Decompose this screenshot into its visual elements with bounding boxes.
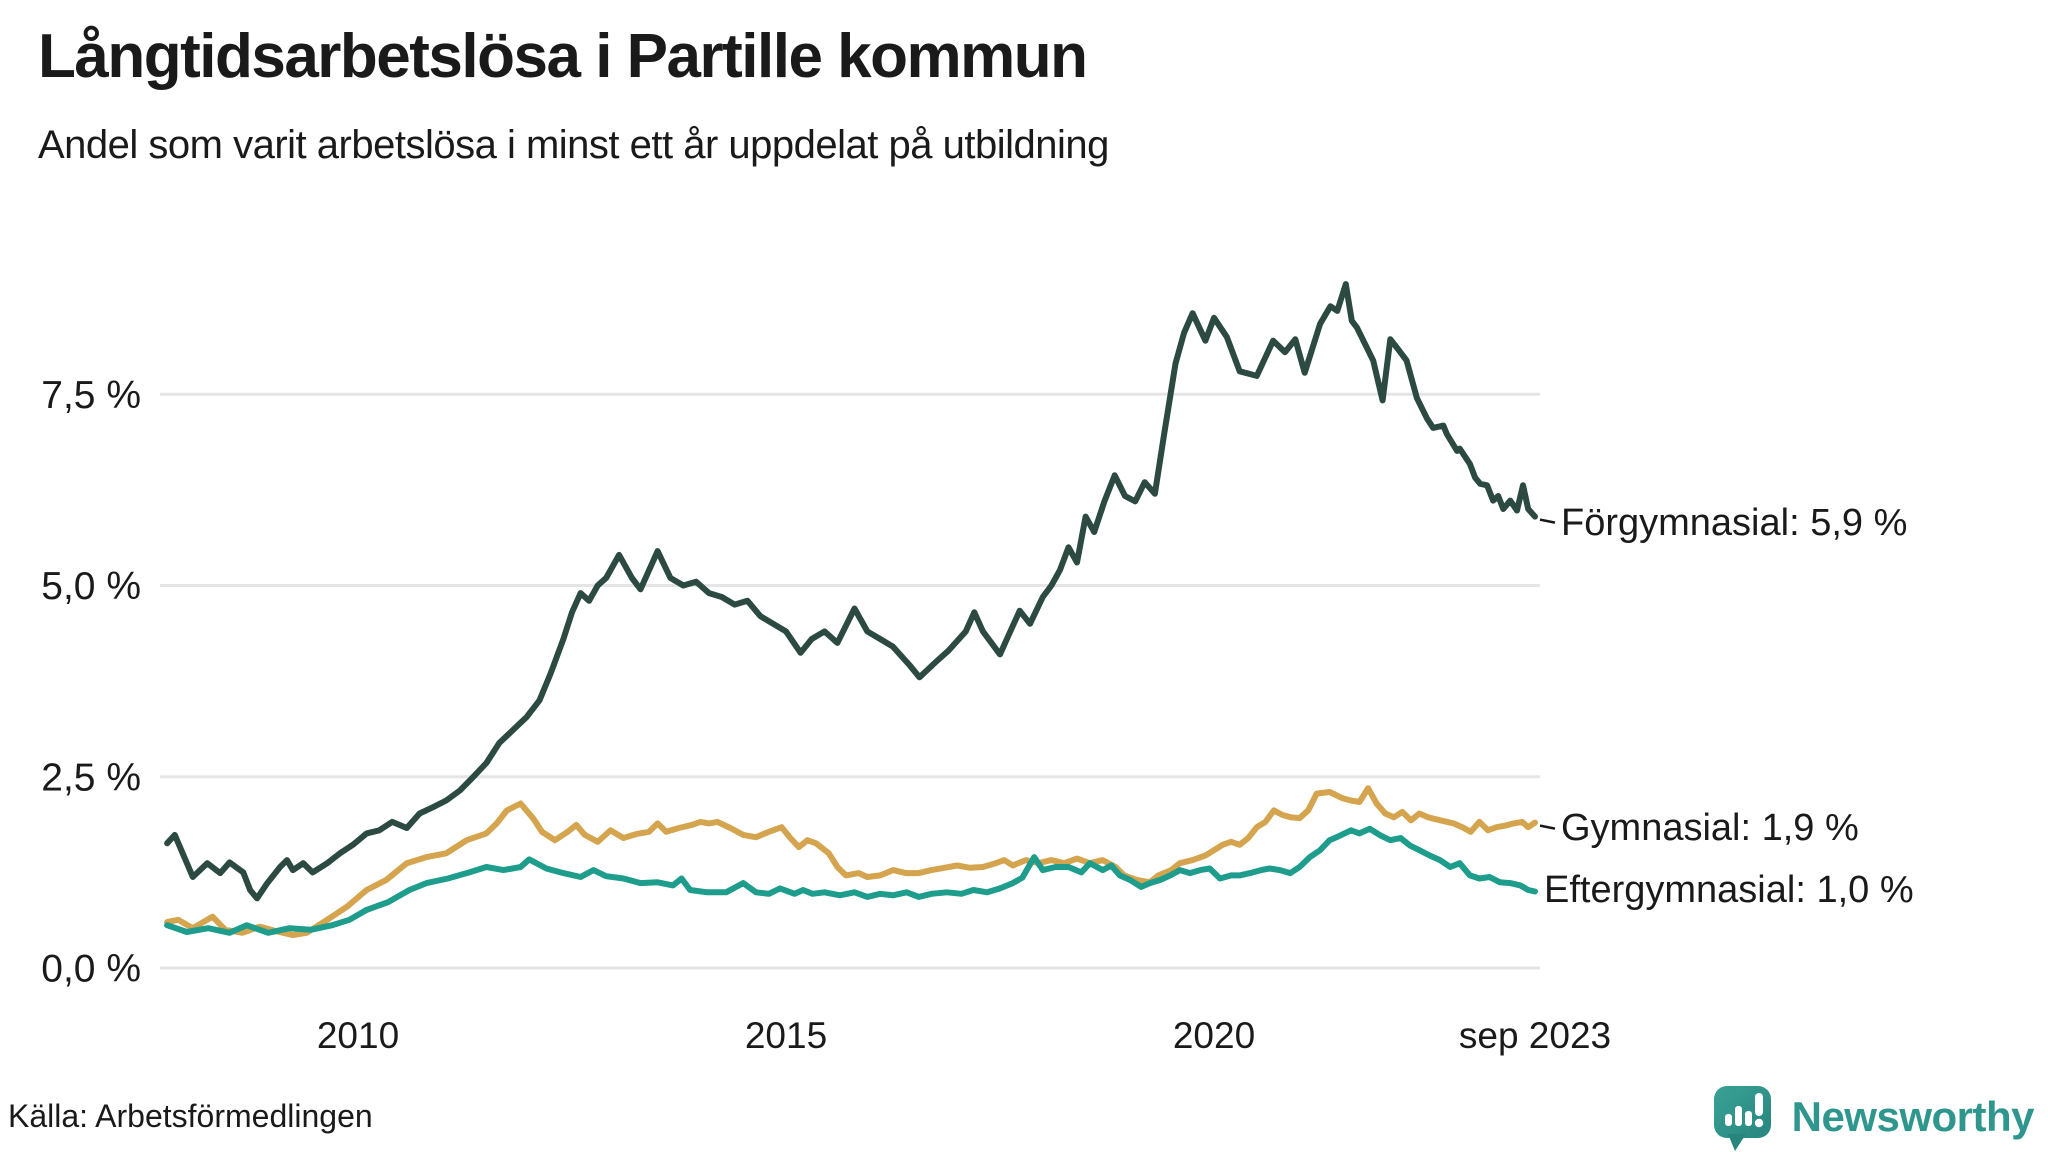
x-axis-labels: 2010 2015 2020 sep 2023 <box>317 1015 1611 1056</box>
series-line-eftergymnasial <box>164 825 1538 936</box>
page-subtitle: Andel som varit arbetslösa i minst ett å… <box>38 123 1109 168</box>
y-tick-label: 2,5 % <box>41 756 141 799</box>
label-dash-gymnasial <box>1539 824 1556 830</box>
series-line-gymnasial <box>164 785 1538 939</box>
label-dash-förgymnasial <box>1539 518 1556 524</box>
page-title: Långtidsarbetslösa i Partille kommun <box>38 22 1088 91</box>
series-end-labels: Förgymnasial: 5,9 % Gymnasial: 1,9 % Efter… <box>1539 502 1914 911</box>
y-tick-label: 7,5 % <box>41 374 141 417</box>
series-end-label-gymnasial: Gymnasial: 1,9 % <box>1561 807 1859 849</box>
brand-logo: Newsworthy <box>1712 1082 2035 1152</box>
newsworthy-icon <box>1713 1086 1771 1151</box>
x-tick-label: sep 2023 <box>1459 1015 1611 1056</box>
series-lines <box>164 281 1538 939</box>
y-axis-labels: 0,0 % 2,5 % 5,0 % 7,5 % <box>41 374 141 991</box>
x-tick-label: 2020 <box>1173 1015 1255 1056</box>
y-tick-label: 5,0 % <box>41 565 141 608</box>
gridlines <box>160 392 1540 970</box>
x-tick-label: 2010 <box>317 1015 399 1056</box>
source-note: Källa: Arbetsförmedlingen <box>8 1098 373 1134</box>
series-line-förgymnasial <box>164 281 1538 902</box>
series-end-label-eftergymnasial: Eftergymnasial: 1,0 % <box>1544 869 1914 911</box>
chart-header: Långtidsarbetslösa i Partille kommun And… <box>38 0 1109 168</box>
brand-name: Newsworthy <box>1791 1093 2035 1140</box>
series-end-label-förgymnasial: Förgymnasial: 5,9 % <box>1561 502 1907 544</box>
x-tick-label: 2015 <box>745 1015 827 1056</box>
y-tick-label: 0,0 % <box>41 948 141 991</box>
